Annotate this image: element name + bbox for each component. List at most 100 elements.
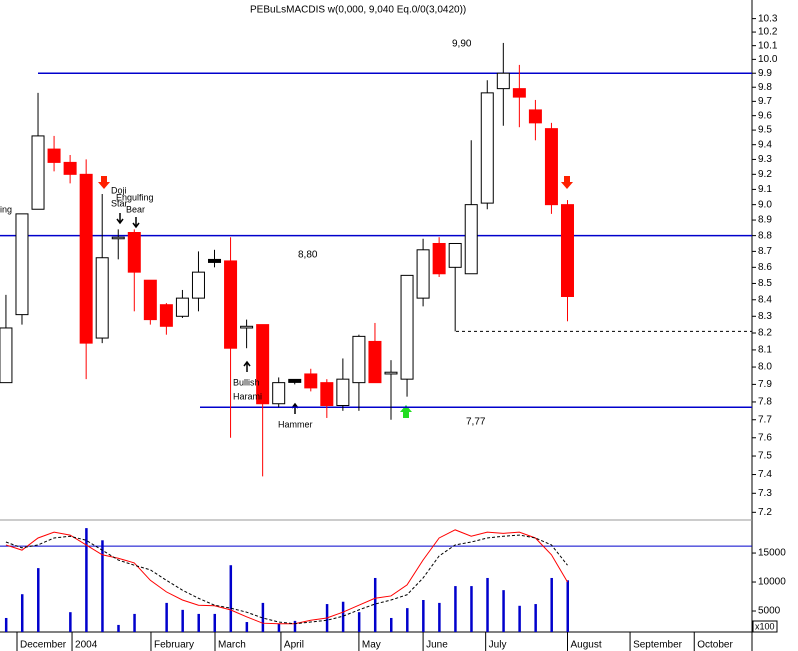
y-tick-label: 7.5 — [758, 451, 772, 462]
pattern-arrow — [116, 213, 124, 225]
level-label: 7,77 — [466, 417, 486, 428]
candle-body — [191, 271, 205, 299]
y-tick-label: 8.4 — [758, 294, 772, 305]
y-tick-label: 9.8 — [758, 82, 772, 93]
y-tick-label: 7.9 — [758, 379, 772, 390]
volume-bar — [20, 594, 24, 632]
candle-body — [400, 274, 414, 380]
y-tick-label: 9.6 — [758, 110, 772, 121]
volume-bar — [117, 624, 120, 632]
volume-bar — [245, 622, 249, 632]
volume-bar — [69, 612, 72, 632]
candle-body — [31, 135, 45, 210]
x-tick-label: 2004 — [75, 640, 98, 651]
y-tick-label: 5000 — [758, 606, 781, 617]
annotation: Harami — [233, 391, 262, 401]
annotation: Bullish — [233, 377, 260, 387]
candle-body — [352, 335, 366, 384]
candle-body — [432, 242, 446, 275]
y-tick-label: 8.8 — [758, 230, 772, 241]
candle-body — [143, 279, 157, 321]
candle-body — [208, 258, 222, 263]
volume-bar — [518, 605, 521, 632]
unit-label: x100 — [755, 621, 775, 631]
y-tick-label: 7.2 — [758, 507, 772, 518]
y-tick-label: 10.2 — [758, 27, 778, 38]
candle-body — [224, 260, 238, 349]
y-tick-label: 8.0 — [758, 362, 772, 373]
candle-body — [111, 236, 125, 240]
signal-arrow — [98, 176, 110, 189]
y-tick-label: 8.2 — [758, 328, 772, 339]
unit-box — [752, 620, 778, 633]
y-tick-label: 8.7 — [758, 246, 772, 257]
candle-body — [159, 304, 173, 327]
candle-body — [47, 148, 61, 163]
signal-arrow — [561, 176, 573, 189]
candle-body — [256, 324, 270, 405]
y-tick-label: 10.0 — [758, 54, 778, 65]
x-tick-label: March — [218, 640, 246, 651]
candle-body — [416, 249, 430, 299]
volume-bar — [165, 602, 168, 632]
y-tick-label: 9.4 — [758, 139, 772, 150]
candle-body — [448, 242, 462, 268]
y-tick-label: 9.1 — [758, 184, 772, 195]
candle-body — [336, 378, 350, 406]
x-tick-label: September — [633, 640, 683, 651]
candle-body — [240, 325, 254, 329]
volume-bar — [181, 609, 184, 632]
level-label: 8,80 — [298, 250, 318, 261]
volume-bar — [373, 577, 377, 632]
candle-body — [15, 213, 29, 316]
candle-body — [63, 161, 77, 175]
volume-bar — [261, 602, 265, 632]
x-tick-label: December — [20, 640, 67, 651]
y-tick-label: 7.8 — [758, 397, 772, 408]
y-tick-label: 8.3 — [758, 311, 772, 322]
candle-body — [288, 378, 302, 383]
volume-bar — [454, 586, 457, 632]
candle-body — [272, 382, 286, 405]
x-tick-label: February — [154, 640, 194, 651]
candle-body — [480, 92, 494, 204]
annotation: ing — [0, 204, 12, 214]
candle-body — [560, 204, 574, 297]
volume-bar — [357, 612, 361, 632]
oscillator-line — [5, 529, 568, 625]
x-tick-label: July — [489, 640, 507, 651]
candle-body — [544, 128, 558, 206]
y-tick-label: 9.2 — [758, 169, 772, 180]
pattern-arrow — [132, 217, 140, 229]
y-tick-label: 9.9 — [758, 68, 772, 79]
candle-body — [95, 257, 109, 339]
candle-body — [175, 297, 189, 317]
candle-body — [320, 382, 334, 406]
volume-bar — [550, 577, 553, 632]
level-label: 9,90 — [452, 39, 472, 50]
annotation: Hammer — [278, 419, 313, 429]
candle-body — [79, 173, 93, 344]
volume-bar — [133, 613, 136, 632]
annotation: Doji — [111, 185, 127, 195]
candle-body — [528, 109, 542, 124]
volume-bar — [534, 604, 537, 632]
y-tick-label: 8.1 — [758, 345, 772, 356]
candle-body — [464, 204, 478, 275]
candle-body — [127, 232, 141, 273]
y-tick-label: 7.7 — [758, 414, 772, 425]
y-tick-label: 9.0 — [758, 199, 772, 210]
volume-bar — [101, 540, 104, 632]
volume-bar — [502, 590, 505, 632]
volume-bar — [341, 601, 345, 632]
annotation: Engulfing — [116, 192, 154, 202]
volume-bar — [197, 613, 200, 632]
volume-bar — [470, 586, 473, 632]
volume-bar — [293, 620, 297, 632]
volume-bar — [422, 600, 425, 632]
y-tick-label: 8.9 — [758, 215, 772, 226]
candle-body — [496, 72, 510, 90]
x-tick-label: April — [284, 640, 304, 651]
